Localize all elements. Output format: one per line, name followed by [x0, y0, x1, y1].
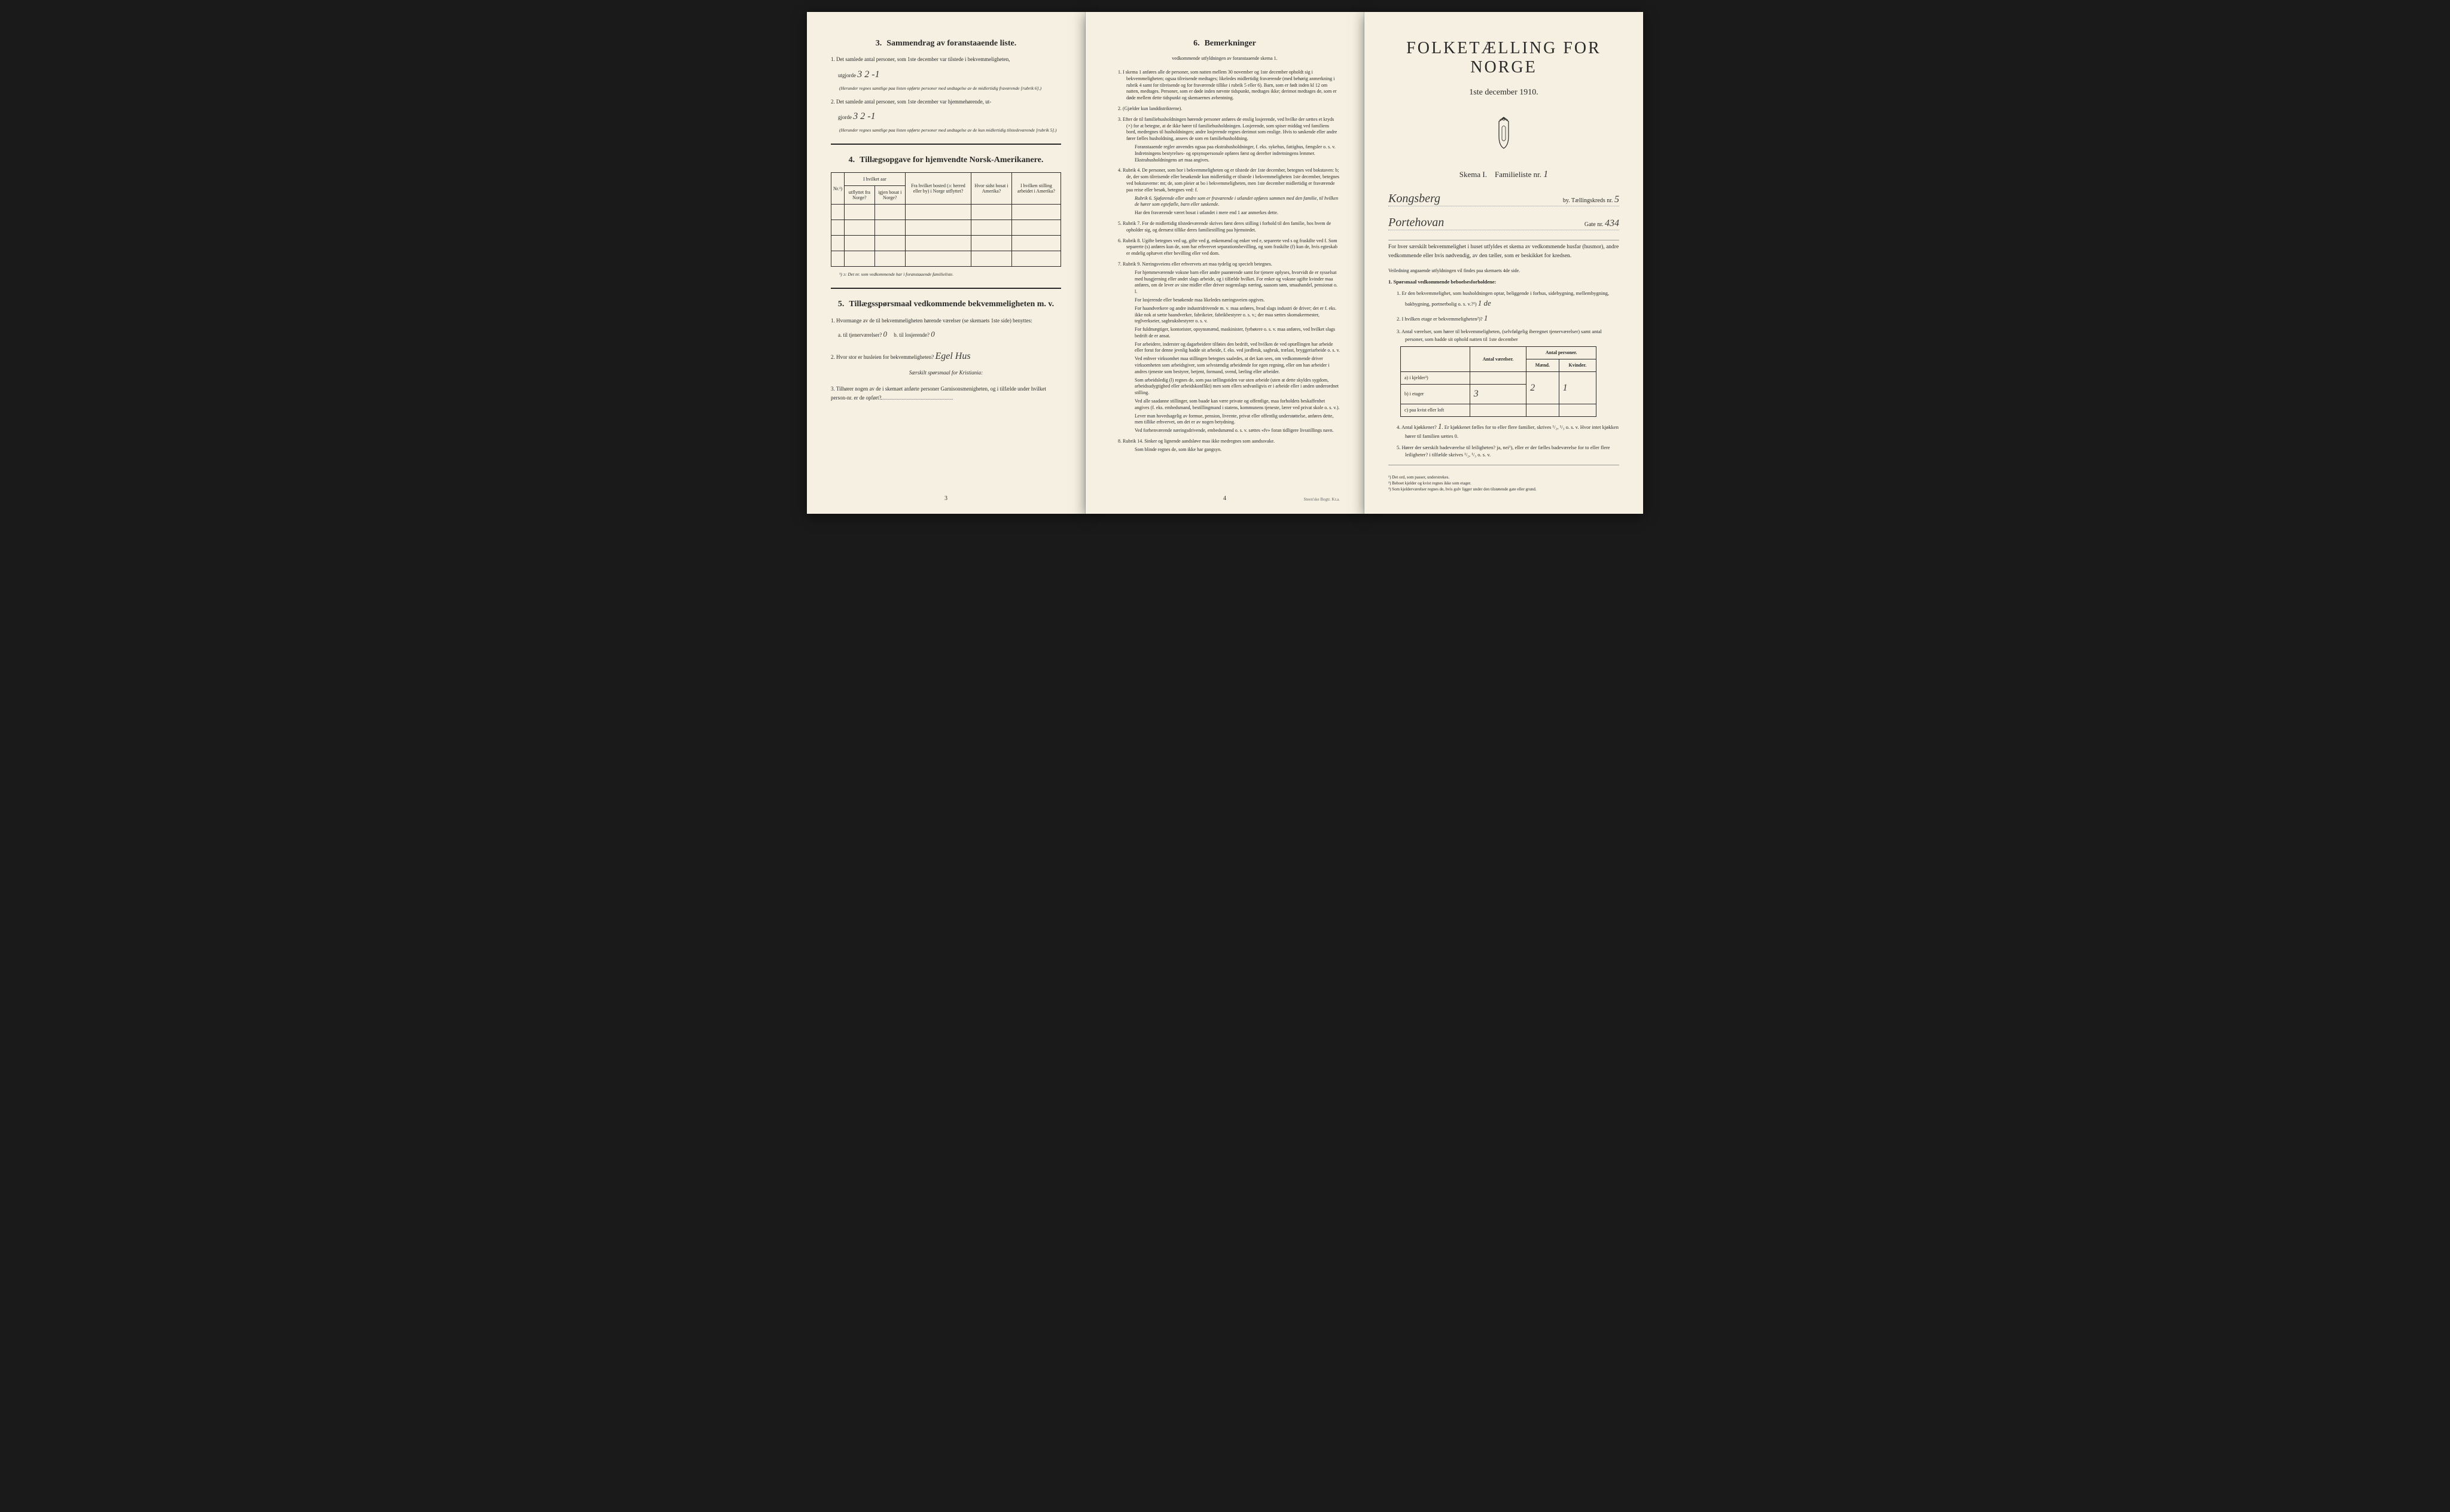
remark-7: 7. Rubrik 9. Næringsveiens eller erhverv…	[1118, 261, 1340, 434]
page-left: 3.Sammendrag av foranstaaende liste. 1. …	[807, 12, 1086, 514]
remark-4: 4. Rubrik 4. De personer, som bor i bekv…	[1118, 167, 1340, 217]
s3-q2-note: (Herunder regnes samtlige paa listen opf…	[839, 127, 1061, 133]
q2-val: 1	[1484, 313, 1488, 322]
skema-line: Skema I. Familieliste nr. 1	[1388, 169, 1619, 180]
th-amerika: Hvor sidst bosat i Amerika?	[971, 173, 1012, 205]
gate-value: Portehovan	[1388, 216, 1444, 230]
gate-line: Portehovan Gate nr. 434	[1388, 216, 1619, 230]
s3-q2: 2. Det samlede antal personer, som 1ste …	[831, 98, 1061, 106]
th-nr: Nr.¹)	[831, 173, 845, 205]
remark-1: 1. I skema 1 anføres alle de personer, s…	[1118, 69, 1340, 102]
remarks-body: 1. I skema 1 anføres alle de personer, s…	[1110, 69, 1340, 453]
kreds-nr: 5	[1614, 194, 1619, 205]
footnotes: ¹) Det ord, som passer, understrekes. ²)…	[1388, 471, 1619, 492]
page-number-2: 4	[1223, 495, 1226, 502]
s6-subtitle: vedkommende utfyldningen av foranstaaend…	[1110, 56, 1340, 61]
remark-5: 5. Rubrik 7. For de midlertidig tilstede…	[1118, 221, 1340, 234]
coat-of-arms-icon	[1488, 115, 1520, 151]
questions: 1. Spørsmaal vedkommende beboelsesforhol…	[1388, 278, 1619, 459]
printer-mark: Steen'ske Bogtr. Kr.a.	[1303, 497, 1340, 502]
by-value: Kongsberg	[1388, 192, 1440, 206]
section-6-heading: 6.Bemerkninger	[1110, 39, 1340, 48]
gate-nr: 434	[1605, 218, 1619, 228]
th-utflyttet: utflyttet fra Norge?	[845, 186, 875, 205]
section-4-heading: 4.Tillægsopgave for hjemvendte Norsk-Ame…	[831, 156, 1061, 165]
s5-q2-val: Egel Hus	[935, 351, 970, 361]
s3-q1-value-line: utgjorde 3 2 -1	[838, 68, 1061, 82]
s3-q2-value: 3 2 -1	[853, 111, 875, 121]
s3-q1-note: (Herunder regnes samtlige paa listen opf…	[839, 86, 1061, 91]
veiledning: Veiledning angaaende utfyldningen vil fi…	[1388, 268, 1619, 273]
th-year: I hvilket aar	[845, 173, 906, 186]
kvinder-val: 1	[1563, 383, 1568, 393]
remark-8: 8. Rubrik 14. Sinker og lignende aandslø…	[1118, 438, 1340, 453]
section-3-heading: 3.Sammendrag av foranstaaende liste.	[831, 39, 1061, 48]
page-number: 3	[944, 495, 947, 502]
q4-val: 1	[1438, 422, 1442, 431]
familieliste-nr: 1	[1543, 169, 1548, 179]
s5-q1a-val: 0	[883, 330, 887, 339]
s3-q1: 1. Det samlede antal personer, som 1ste …	[831, 56, 1061, 64]
s3-q2-value-line: gjorde 3 2 -1	[838, 109, 1061, 124]
rooms-val: 3	[1474, 389, 1479, 399]
th-bosted: Fra hvilket bosted (ɔ: herred eller by) …	[905, 173, 971, 205]
page-middle: 6.Bemerkninger vedkommende utfyldningen …	[1086, 12, 1364, 514]
intro-text: For hver særskilt bekvemmelighet i huset…	[1388, 243, 1619, 261]
s5-q1b-val: 0	[931, 330, 935, 339]
s4-table: Nr.¹) I hvilket aar Fra hvilket bosted (…	[831, 172, 1061, 267]
s5-questions: 1. Hvormange av de til bekvemmeligheten …	[831, 316, 1061, 403]
page-right: FOLKETÆLLING FOR NORGE 1ste december 191…	[1364, 12, 1643, 514]
section-5-heading: 5.Tillægsspørsmaal vedkommende bekvemmel…	[831, 300, 1061, 309]
remark-2: 2. (Gjælder kun landdistrikterne).	[1118, 106, 1340, 112]
census-date: 1ste december 1910.	[1388, 88, 1619, 97]
s3-q1-value: 3 2 -1	[857, 69, 879, 80]
by-line: Kongsberg by. Tællingskreds nr. 5	[1388, 192, 1619, 206]
th-bosat: igjen bosat i Norge?	[874, 186, 905, 205]
s4-footnote: ¹) ɔ: Det nr. som vedkommende har i fora…	[839, 272, 1061, 277]
divider	[831, 144, 1061, 145]
main-title: FOLKETÆLLING FOR NORGE	[1388, 39, 1619, 77]
remark-6: 6. Rubrik 8. Ugifte betegnes ved ug, gif…	[1118, 238, 1340, 257]
rooms-table: Antal værelser. Antal personer. Mænd. Kv…	[1400, 346, 1596, 417]
q1-val: 1 de	[1478, 298, 1491, 307]
remark-3: 3. Efter de til familiehusholdningen hør…	[1118, 117, 1340, 164]
divider-2	[831, 288, 1061, 289]
mend-val: 2	[1530, 383, 1535, 393]
th-stilling: I hvilken stilling arbeidet i Amerika?	[1011, 173, 1061, 205]
